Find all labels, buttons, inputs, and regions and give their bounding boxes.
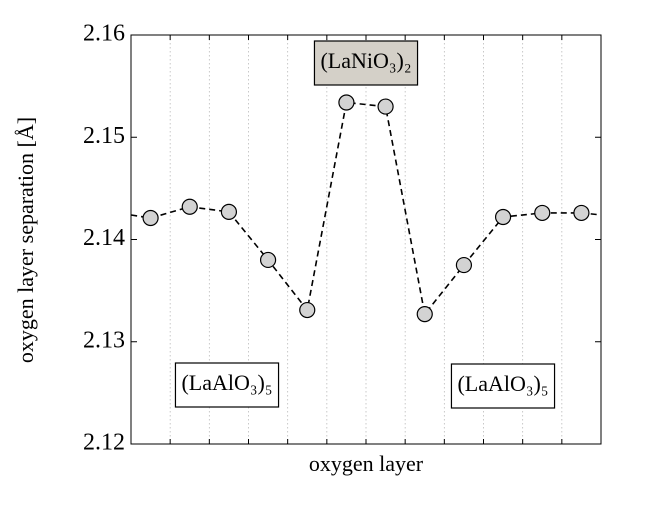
data-point xyxy=(259,251,277,269)
data-point xyxy=(494,208,512,226)
y-tick-label: 2.12 xyxy=(83,430,125,456)
x-axis-label: oxygen layer xyxy=(309,451,424,476)
annotation-box xyxy=(174,362,280,408)
data-point xyxy=(142,209,159,227)
y-axis-label: oxygen layer separation [Å] xyxy=(13,117,38,363)
data-point xyxy=(573,204,590,222)
annotation: (LaAlO₃)₅ xyxy=(457,371,548,396)
annotation: (LaNiO₃)₂ xyxy=(320,48,411,73)
y-tick-label: 2.13 xyxy=(83,327,125,353)
annotation-box xyxy=(450,363,556,409)
data-point xyxy=(299,301,316,319)
data-point xyxy=(416,306,433,323)
annotation: (LaAlO₃)₅ xyxy=(181,370,272,395)
y-tick-label: 2.14 xyxy=(83,225,125,251)
y-tick-label: 2.16 xyxy=(83,21,125,47)
y-tick-label: 2.15 xyxy=(83,123,125,149)
data-point xyxy=(534,204,551,222)
annotation-box xyxy=(313,40,419,86)
data-point xyxy=(377,98,394,115)
data-point xyxy=(181,198,198,215)
overlay: 2.12 2.13 2.14 2.15 2.16 (LaNiO₃)₂ (LaAlO₃)₅ (L… xyxy=(83,21,601,456)
data-point xyxy=(338,94,355,111)
plot-area xyxy=(131,94,601,323)
data-point xyxy=(220,203,238,220)
data-point xyxy=(455,256,473,274)
